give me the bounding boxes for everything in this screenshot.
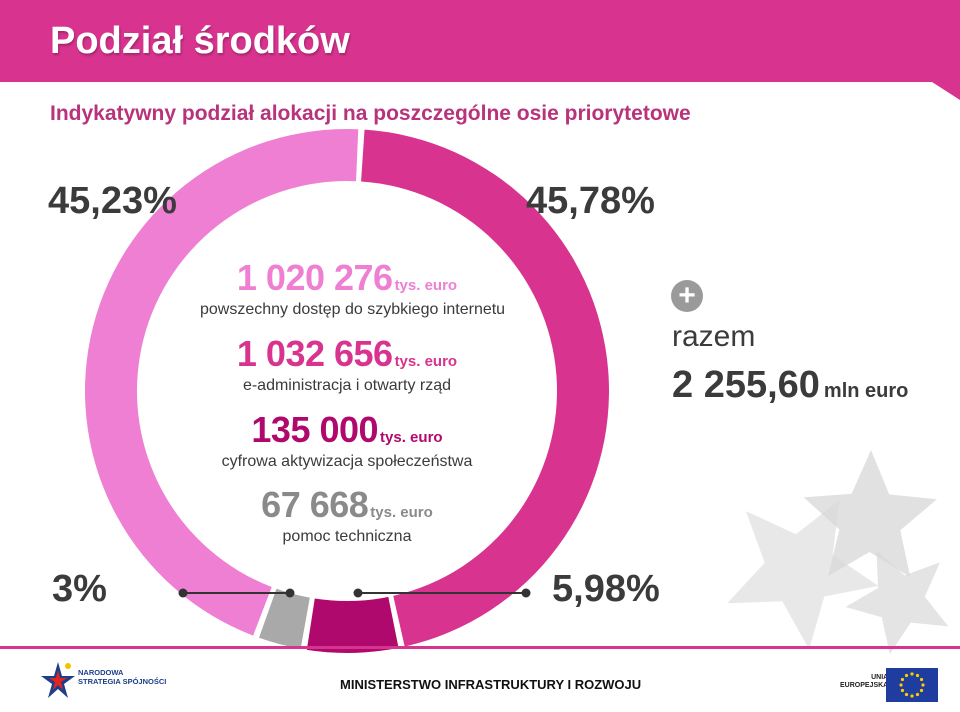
total-amount: 2 255,60 xyxy=(672,364,820,406)
connector-digital-activation-dot xyxy=(521,588,531,598)
eu-flag-star xyxy=(915,673,920,678)
eu-flag-star xyxy=(921,683,925,687)
eu-flag-star xyxy=(919,688,924,693)
ministry-name: MINISTERSTWO INFRASTRUKTURY I ROZWOJU xyxy=(340,677,642,692)
unit-digital-activation: tys. euro xyxy=(380,429,443,446)
percent-label-digital-activation: 5,98% xyxy=(552,568,660,610)
nss-star-icon xyxy=(41,662,75,698)
slice-internet xyxy=(85,129,359,636)
slide-subtitle: Indykatywny podział alokacji na poszczeg… xyxy=(50,102,691,125)
amount-e-administration: 1 032 656 xyxy=(236,333,393,374)
footer-divider xyxy=(0,646,960,649)
eu-flag-star xyxy=(910,694,914,698)
unit-internet: tys. euro xyxy=(394,277,458,294)
narodowa-strategia-spojnosci-logo: NARODOWA STRATEGIA SPÓJNOŚCI xyxy=(40,660,180,706)
eu-flag-star xyxy=(899,683,903,687)
desc-e-administration: e-administracja i otwarty rząd xyxy=(242,377,452,394)
slice-digital-activation xyxy=(306,596,399,653)
decorative-star-icon xyxy=(727,500,879,650)
unit-technical-assistance: tys. euro xyxy=(370,504,433,521)
unit-e-administration: tys. euro xyxy=(394,353,458,370)
slide-title: Podział środków xyxy=(50,20,350,62)
header-bar xyxy=(0,0,960,100)
amount-digital-activation: 135 000 xyxy=(251,409,379,450)
decorative-star-icon xyxy=(845,550,949,655)
nss-logo-text: NARODOWA STRATEGIA SPÓJNOŚCI xyxy=(78,668,167,686)
desc-digital-activation: cyfrowa aktywizacja społeczeństwa xyxy=(221,453,473,470)
eu-flag-icon xyxy=(886,668,938,702)
eu-flag-star xyxy=(904,673,909,678)
header-corner xyxy=(932,82,960,100)
slice-technical-assistance xyxy=(259,588,310,649)
connector-technical-assistance-dot xyxy=(178,588,188,598)
slice-e-administration xyxy=(361,129,610,647)
eu-flag-star xyxy=(904,692,909,697)
eu-logo-text: UNIA EUROPEJSKA xyxy=(840,674,889,689)
eu-flag-star xyxy=(919,677,924,682)
connector-digital-activation-dot xyxy=(353,588,363,598)
desc-internet: powszechny dostęp do szybkiego internetu xyxy=(200,301,506,318)
eu-flag-star xyxy=(900,677,905,682)
eu-flag-star xyxy=(910,672,914,676)
center-item-technical-assistance: 67 668 tys. euro pomoc techniczna xyxy=(200,484,494,546)
percent-label-internet: 45,23% xyxy=(48,180,177,222)
percent-label-e-administration: 45,78% xyxy=(526,180,655,222)
desc-technical-assistance: pomoc techniczna xyxy=(282,528,412,545)
total-label: razem xyxy=(672,320,756,353)
center-item-e-administration: 1 032 656 tys. euro e-administracja i otw… xyxy=(200,333,494,395)
connector-technical-assistance-dot xyxy=(285,588,295,598)
donut-hole xyxy=(138,182,556,600)
total-unit: mln euro xyxy=(823,380,909,402)
percent-label-technical-assistance: 3% xyxy=(52,568,107,610)
amount-technical-assistance: 67 668 xyxy=(261,484,369,525)
decorative-star-icon xyxy=(803,450,937,578)
eu-flag-star xyxy=(915,692,920,697)
amount-internet: 1 020 276 xyxy=(236,257,393,298)
center-item-internet: 1 020 276 tys. euro powszechny dostęp do … xyxy=(200,257,506,319)
center-item-digital-activation: 135 000 tys. euro cyfrowa aktywizacja spo… xyxy=(200,409,494,471)
eu-flag-star xyxy=(900,688,905,693)
decorative-stars xyxy=(727,450,949,655)
total-value: 2 255,60 mln euro xyxy=(672,364,908,407)
plus-icon: + xyxy=(671,280,703,312)
european-union-logo: UNIA EUROPEJSKA xyxy=(836,668,940,702)
